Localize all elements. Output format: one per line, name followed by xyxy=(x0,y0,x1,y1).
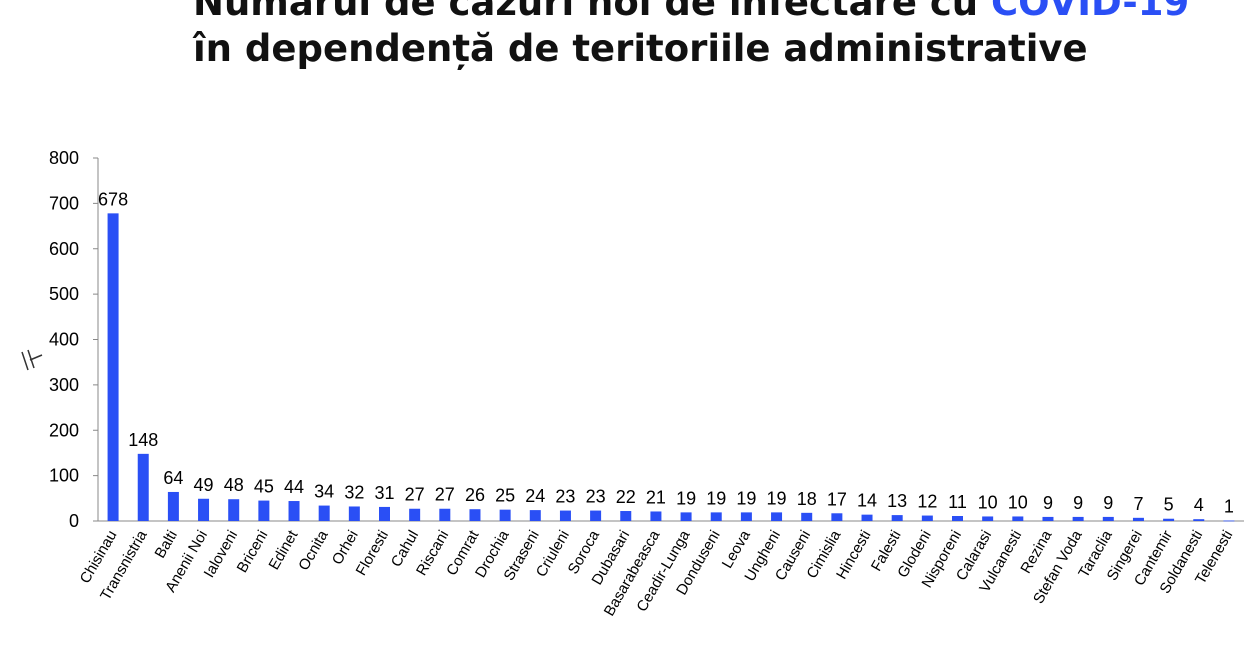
y-tick-label: 700 xyxy=(49,193,79,213)
y-tick-label: 200 xyxy=(49,420,79,440)
bar xyxy=(228,499,240,521)
data-label: 5 xyxy=(1164,495,1174,515)
data-label: 21 xyxy=(646,487,666,507)
bar xyxy=(740,512,752,521)
data-label: 27 xyxy=(435,485,455,505)
y-tick-label: 400 xyxy=(49,330,79,350)
y-tick-label: 500 xyxy=(49,284,79,304)
bar xyxy=(107,213,119,522)
bar xyxy=(680,512,692,521)
data-label: 678 xyxy=(98,189,128,209)
data-label: 19 xyxy=(676,488,696,508)
data-label: 31 xyxy=(374,483,394,503)
bar xyxy=(379,506,390,521)
data-label: 11 xyxy=(948,492,967,512)
y-tick-label: 600 xyxy=(49,239,79,259)
data-label: 49 xyxy=(194,475,214,495)
bar xyxy=(982,516,994,521)
bar xyxy=(710,512,722,521)
data-label: 64 xyxy=(163,468,183,488)
bar xyxy=(620,511,632,521)
bar xyxy=(258,500,270,521)
y-tick-label: 100 xyxy=(49,466,79,486)
data-label: 9 xyxy=(1073,493,1083,513)
data-label: 26 xyxy=(465,485,485,505)
bar xyxy=(198,498,210,521)
bar xyxy=(137,453,149,521)
bar xyxy=(1163,518,1175,521)
data-label: 32 xyxy=(344,482,364,502)
data-label: 27 xyxy=(405,485,425,505)
y-tick-label: 300 xyxy=(49,375,79,395)
bar xyxy=(1102,516,1114,521)
bar xyxy=(650,511,662,521)
data-label: 14 xyxy=(857,491,877,511)
bar xyxy=(952,516,963,521)
title-line1: Numarul de cazuri noi de infectare cu CO… xyxy=(193,0,1189,24)
bar xyxy=(1072,516,1084,521)
bar xyxy=(861,514,873,521)
bars-group xyxy=(107,213,1235,522)
bar xyxy=(1012,516,1024,521)
category-label: Briceni xyxy=(234,528,272,576)
y-tick-label: 0 xyxy=(69,511,79,531)
bar xyxy=(590,510,602,521)
data-label: 148 xyxy=(128,430,158,450)
data-label: 9 xyxy=(1043,493,1053,513)
bar xyxy=(348,506,360,521)
data-label: 9 xyxy=(1103,493,1113,513)
data-label: 22 xyxy=(616,487,636,507)
bar xyxy=(1223,520,1235,522)
bar xyxy=(921,515,933,521)
data-label: 10 xyxy=(978,492,998,512)
bar xyxy=(288,501,300,521)
bar xyxy=(529,510,541,521)
bar xyxy=(771,512,783,521)
bar xyxy=(499,509,511,521)
data-label: 18 xyxy=(797,489,817,509)
data-label: 45 xyxy=(254,477,274,497)
data-label: 4 xyxy=(1194,495,1204,515)
data-label: 23 xyxy=(555,487,575,507)
bar xyxy=(1132,517,1144,521)
data-label: 19 xyxy=(736,488,756,508)
data-label: 10 xyxy=(1008,492,1028,512)
bar xyxy=(831,513,843,521)
bar xyxy=(167,491,179,521)
data-label: 34 xyxy=(314,482,334,502)
data-label: 1 xyxy=(1224,497,1234,517)
y-tick-label: 800 xyxy=(49,148,79,168)
bar xyxy=(1042,516,1054,521)
data-label: 12 xyxy=(917,492,937,512)
data-label: 19 xyxy=(767,488,787,508)
y-axis: 0 100 200 300 400 500 600 700 800 xyxy=(49,148,99,531)
data-label: 23 xyxy=(586,487,606,507)
data-label: 17 xyxy=(827,489,847,509)
data-label: 48 xyxy=(224,475,244,495)
bar xyxy=(439,508,451,521)
data-label: 25 xyxy=(495,486,515,506)
chart-title: Numarul de cazuri noi de infectare cu CO… xyxy=(193,0,1189,72)
bar xyxy=(891,515,903,521)
bar xyxy=(801,512,813,521)
data-label: 19 xyxy=(706,488,726,508)
axis-break-mark xyxy=(21,349,43,371)
bar xyxy=(409,508,421,521)
category-label: Balti xyxy=(152,528,181,562)
data-label: 7 xyxy=(1133,494,1143,514)
title-line2: în dependență de teritoriile administrat… xyxy=(193,27,1088,70)
bar xyxy=(318,505,330,521)
category-label: Ocnita xyxy=(295,527,332,574)
bar xyxy=(1193,519,1205,521)
title-highlight: COVID-19 xyxy=(991,0,1190,24)
bar xyxy=(469,509,481,521)
data-label: 44 xyxy=(284,477,304,497)
bar xyxy=(559,510,571,521)
data-label: 24 xyxy=(525,486,545,506)
title-line1-prefix: Numarul de cazuri noi de infectare cu xyxy=(193,0,979,24)
data-label: 13 xyxy=(887,491,907,511)
